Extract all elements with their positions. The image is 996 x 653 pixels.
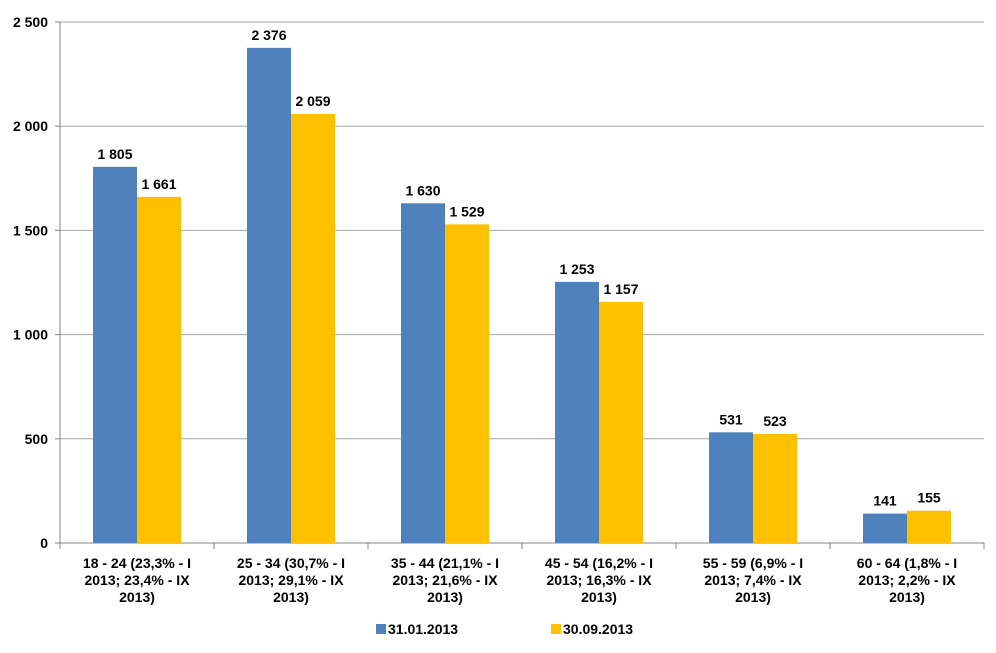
category-label-line: 60 - 64 (1,8% - I xyxy=(857,555,957,571)
category-label-line: 2013; 23,4% - IX xyxy=(84,572,190,588)
legend-swatch xyxy=(376,624,386,634)
category-label: 35 - 44 (21,1% - I 2013; 21,6% - IX 2013) xyxy=(391,555,499,605)
data-label: 141 xyxy=(873,493,897,509)
data-label: 2 059 xyxy=(295,93,330,109)
legend-swatch xyxy=(551,624,561,634)
y-tick-label: 500 xyxy=(25,431,49,447)
data-label: 2 376 xyxy=(251,27,286,43)
data-label: 1 630 xyxy=(405,182,440,198)
y-tick-label: 1 000 xyxy=(13,327,48,343)
category-label: 55 - 59 (6,9% - I 2013; 7,4% - IX 2013) xyxy=(703,555,803,605)
bar xyxy=(291,113,335,543)
y-tick-label: 0 xyxy=(40,535,48,551)
category-label-line: 2013) xyxy=(273,589,309,605)
bar xyxy=(401,203,445,544)
category-label: 18 - 24 (23,3% - I 2013; 23,4% - IX 2013) xyxy=(83,555,191,605)
category-label-line: 55 - 59 (6,9% - I xyxy=(703,555,803,571)
category-label: 25 - 34 (30,7% - I 2013; 29,1% - IX 2013) xyxy=(237,555,345,605)
category-label-line: 2013; 7,4% - IX xyxy=(704,572,802,588)
legend-label: 31.01.2013 xyxy=(388,621,458,637)
bar xyxy=(907,510,951,543)
bar xyxy=(709,432,753,543)
data-label: 1 661 xyxy=(141,176,176,192)
bar xyxy=(753,434,797,543)
legend-label: 30.09.2013 xyxy=(563,621,633,637)
category-label-line: 2013; 16,3% - IX xyxy=(546,572,652,588)
data-label: 531 xyxy=(719,411,743,427)
category-label: 60 - 64 (1,8% - I 2013; 2,2% - IX 2013) xyxy=(857,555,957,605)
category-label-line: 2013) xyxy=(581,589,617,605)
data-label: 1 253 xyxy=(559,261,594,277)
category-label-line: 2013) xyxy=(735,589,771,605)
category-label-line: 2013; 29,1% - IX xyxy=(238,572,344,588)
category-label-line: 35 - 44 (21,1% - I xyxy=(391,555,499,571)
data-label: 523 xyxy=(763,413,787,429)
category-label-line: 2013; 2,2% - IX xyxy=(858,572,956,588)
data-label: 1 157 xyxy=(603,281,638,297)
bar xyxy=(555,281,599,543)
category-label-line: 18 - 24 (23,3% - I xyxy=(83,555,191,571)
data-label: 1 805 xyxy=(97,146,132,162)
y-tick-label: 2 500 xyxy=(13,14,48,30)
data-label: 1 529 xyxy=(449,203,484,219)
category-label-line: 2013) xyxy=(119,589,155,605)
category-label-line: 45 - 54 (16,2% - I xyxy=(545,555,653,571)
category-label-line: 2013) xyxy=(427,589,463,605)
category-label-line: 25 - 34 (30,7% - I xyxy=(237,555,345,571)
category-label-line: 2013; 21,6% - IX xyxy=(392,572,498,588)
bar xyxy=(863,513,907,543)
bar xyxy=(445,224,489,544)
bar xyxy=(93,166,137,543)
category-label-line: 2013) xyxy=(889,589,925,605)
bar xyxy=(599,301,643,543)
y-tick-label: 2 000 xyxy=(13,118,48,134)
bar xyxy=(137,196,181,543)
bar xyxy=(247,47,291,543)
y-tick-label: 1 500 xyxy=(13,222,48,238)
data-label: 155 xyxy=(917,490,941,506)
category-label: 45 - 54 (16,2% - I 2013; 16,3% - IX 2013) xyxy=(545,555,653,605)
